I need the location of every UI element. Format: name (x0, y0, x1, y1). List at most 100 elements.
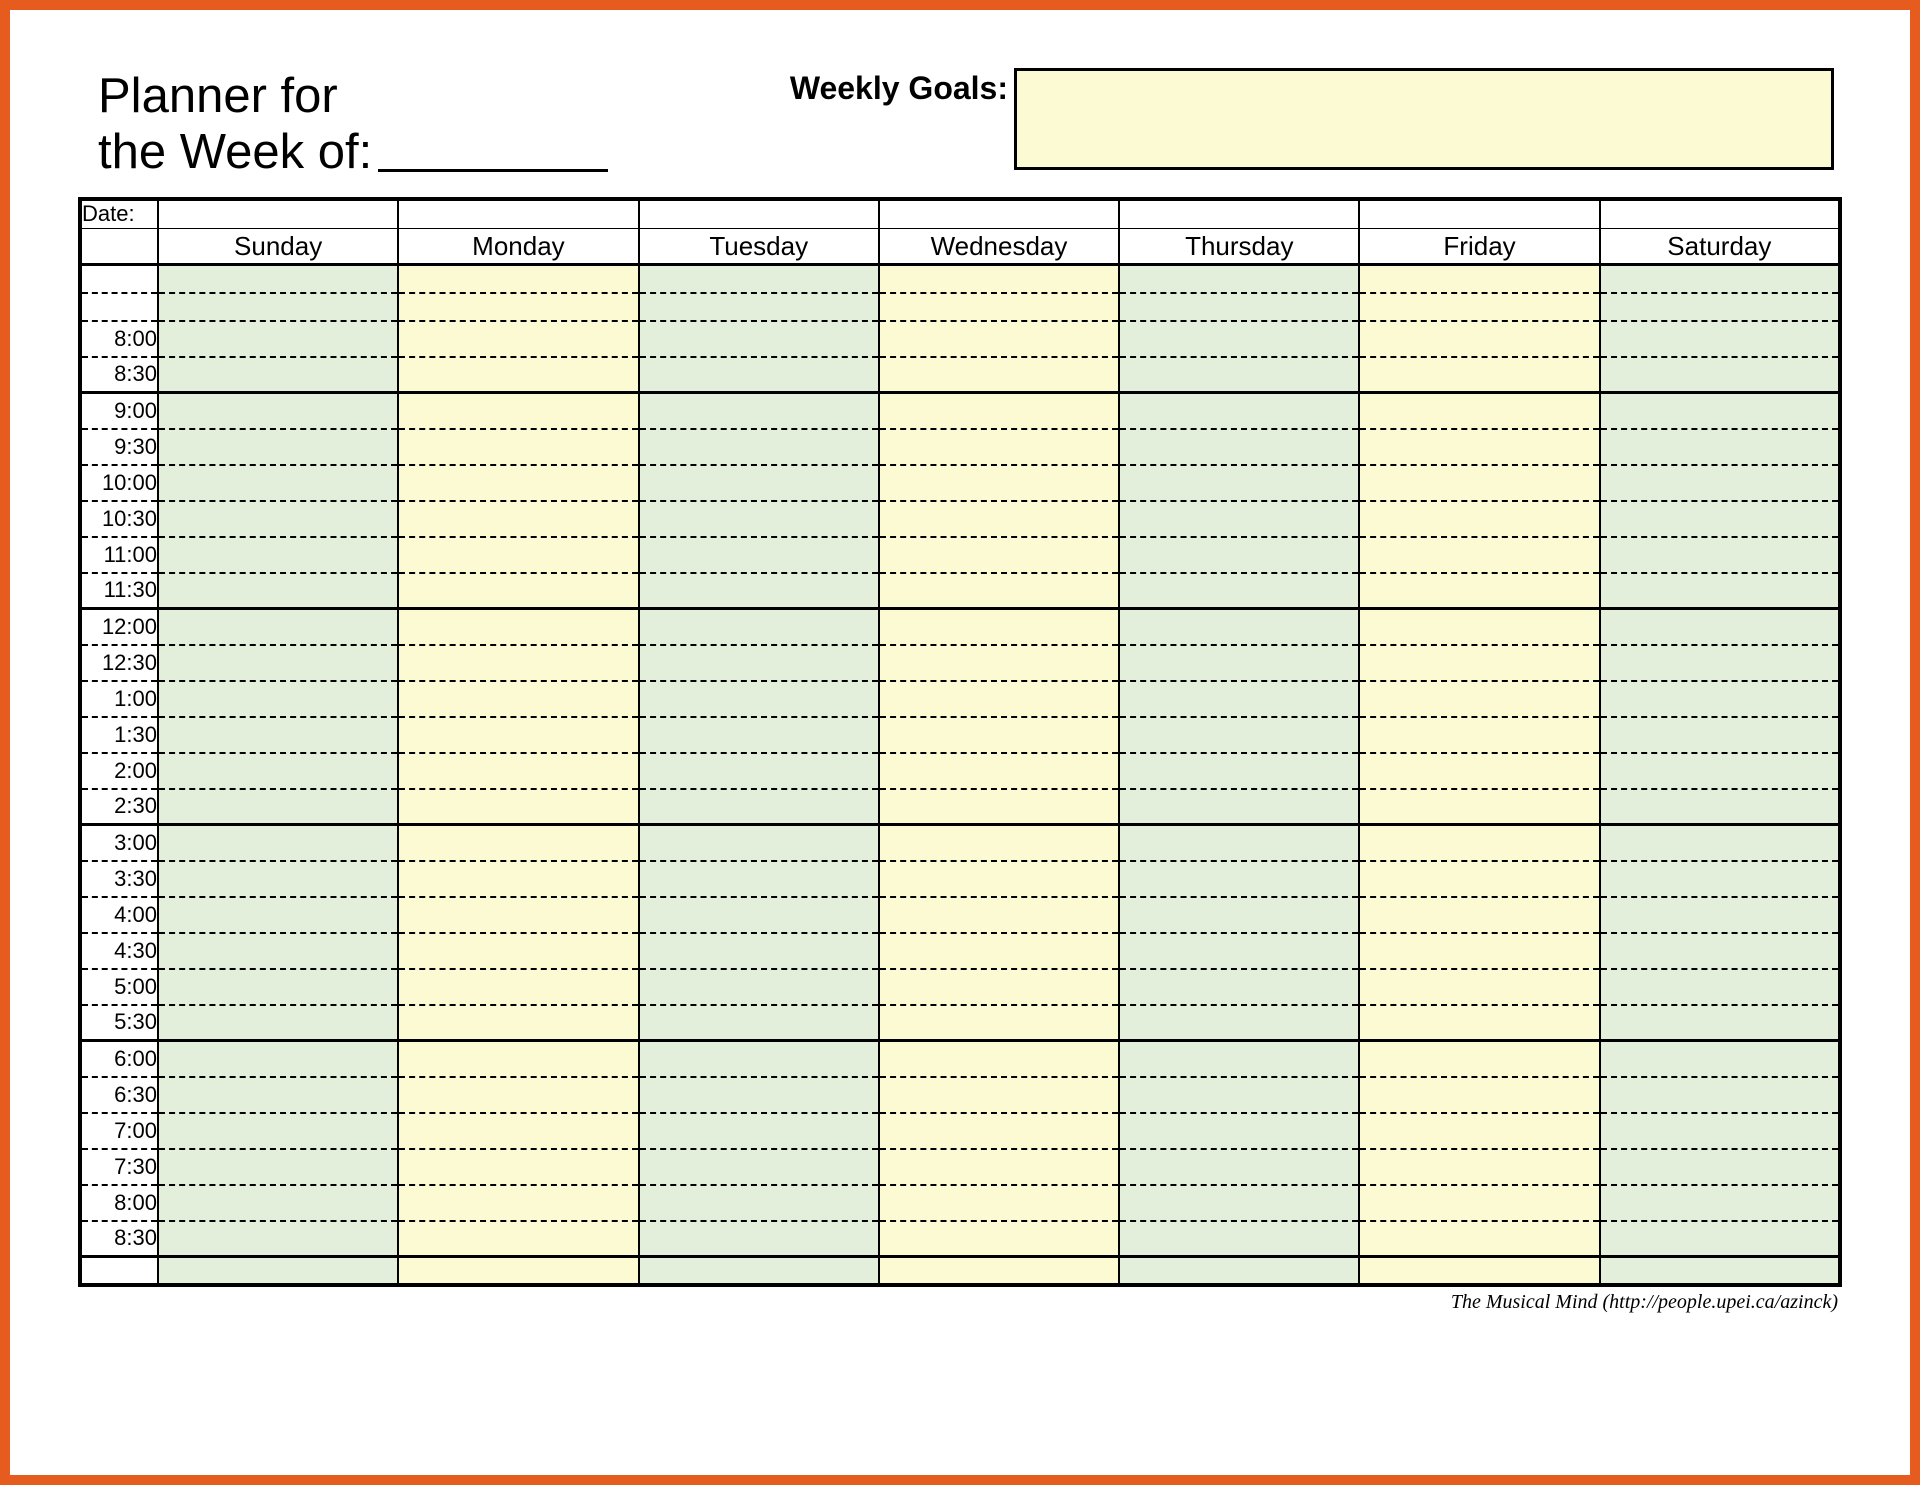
planner-cell[interactable] (1119, 1077, 1359, 1113)
planner-cell[interactable] (639, 1113, 879, 1149)
planner-cell[interactable] (879, 1221, 1119, 1257)
planner-cell[interactable] (879, 825, 1119, 861)
planner-cell[interactable] (1119, 753, 1359, 789)
planner-cell[interactable] (1359, 645, 1599, 681)
planner-cell[interactable] (1600, 681, 1840, 717)
planner-cell[interactable] (398, 573, 638, 609)
planner-cell[interactable] (1600, 393, 1840, 429)
date-cell[interactable] (398, 199, 638, 229)
planner-cell[interactable] (398, 933, 638, 969)
planner-cell[interactable] (639, 1257, 879, 1285)
planner-cell[interactable] (398, 429, 638, 465)
date-cell[interactable] (1359, 199, 1599, 229)
planner-cell[interactable] (639, 465, 879, 501)
planner-cell[interactable] (158, 1005, 398, 1041)
planner-cell[interactable] (398, 293, 638, 321)
planner-cell[interactable] (1119, 321, 1359, 357)
planner-cell[interactable] (158, 1041, 398, 1077)
planner-cell[interactable] (879, 645, 1119, 681)
planner-cell[interactable] (398, 501, 638, 537)
planner-cell[interactable] (639, 861, 879, 897)
date-cell[interactable] (158, 199, 398, 229)
planner-cell[interactable] (1600, 1221, 1840, 1257)
planner-cell[interactable] (1119, 465, 1359, 501)
planner-cell[interactable] (1119, 501, 1359, 537)
planner-cell[interactable] (1359, 1221, 1599, 1257)
planner-cell[interactable] (639, 265, 879, 293)
date-cell[interactable] (879, 199, 1119, 229)
planner-cell[interactable] (1119, 897, 1359, 933)
planner-cell[interactable] (879, 969, 1119, 1005)
planner-cell[interactable] (879, 1005, 1119, 1041)
planner-cell[interactable] (1119, 1005, 1359, 1041)
planner-cell[interactable] (879, 537, 1119, 573)
planner-cell[interactable] (398, 357, 638, 393)
planner-cell[interactable] (1119, 1149, 1359, 1185)
planner-cell[interactable] (639, 1005, 879, 1041)
planner-cell[interactable] (398, 1041, 638, 1077)
planner-cell[interactable] (1600, 1041, 1840, 1077)
planner-cell[interactable] (639, 573, 879, 609)
planner-cell[interactable] (158, 1185, 398, 1221)
planner-cell[interactable] (639, 357, 879, 393)
planner-cell[interactable] (639, 393, 879, 429)
planner-cell[interactable] (1119, 969, 1359, 1005)
planner-cell[interactable] (1359, 717, 1599, 753)
planner-cell[interactable] (158, 393, 398, 429)
planner-cell[interactable] (158, 897, 398, 933)
planner-cell[interactable] (1119, 645, 1359, 681)
planner-cell[interactable] (879, 789, 1119, 825)
planner-cell[interactable] (1600, 609, 1840, 645)
planner-cell[interactable] (158, 357, 398, 393)
planner-cell[interactable] (1119, 1221, 1359, 1257)
planner-cell[interactable] (639, 789, 879, 825)
planner-cell[interactable] (1119, 429, 1359, 465)
planner-cell[interactable] (879, 265, 1119, 293)
planner-cell[interactable] (158, 265, 398, 293)
planner-cell[interactable] (158, 789, 398, 825)
planner-cell[interactable] (879, 321, 1119, 357)
planner-cell[interactable] (879, 465, 1119, 501)
planner-cell[interactable] (398, 753, 638, 789)
planner-cell[interactable] (639, 609, 879, 645)
planner-cell[interactable] (1359, 1041, 1599, 1077)
planner-cell[interactable] (879, 897, 1119, 933)
planner-cell[interactable] (639, 1185, 879, 1221)
planner-cell[interactable] (1359, 933, 1599, 969)
planner-cell[interactable] (398, 1185, 638, 1221)
planner-cell[interactable] (879, 573, 1119, 609)
planner-cell[interactable] (398, 861, 638, 897)
planner-cell[interactable] (639, 1149, 879, 1185)
planner-cell[interactable] (1600, 861, 1840, 897)
planner-cell[interactable] (1600, 1113, 1840, 1149)
date-cell[interactable] (1119, 199, 1359, 229)
planner-cell[interactable] (639, 537, 879, 573)
planner-cell[interactable] (879, 609, 1119, 645)
planner-cell[interactable] (1359, 1113, 1599, 1149)
planner-cell[interactable] (879, 753, 1119, 789)
planner-cell[interactable] (1359, 753, 1599, 789)
planner-cell[interactable] (398, 645, 638, 681)
planner-cell[interactable] (879, 501, 1119, 537)
date-cell[interactable] (639, 199, 879, 229)
planner-cell[interactable] (1119, 293, 1359, 321)
planner-cell[interactable] (1600, 1149, 1840, 1185)
planner-cell[interactable] (398, 1149, 638, 1185)
planner-cell[interactable] (1359, 537, 1599, 573)
planner-cell[interactable] (639, 1077, 879, 1113)
planner-cell[interactable] (1359, 465, 1599, 501)
planner-cell[interactable] (398, 1113, 638, 1149)
planner-cell[interactable] (1359, 1149, 1599, 1185)
planner-cell[interactable] (1600, 429, 1840, 465)
planner-cell[interactable] (879, 681, 1119, 717)
planner-cell[interactable] (158, 933, 398, 969)
planner-cell[interactable] (398, 465, 638, 501)
planner-cell[interactable] (1119, 1041, 1359, 1077)
planner-cell[interactable] (1600, 465, 1840, 501)
planner-cell[interactable] (1600, 1257, 1840, 1285)
planner-cell[interactable] (639, 897, 879, 933)
planner-cell[interactable] (1600, 717, 1840, 753)
planner-cell[interactable] (1600, 293, 1840, 321)
planner-cell[interactable] (398, 265, 638, 293)
planner-cell[interactable] (639, 321, 879, 357)
